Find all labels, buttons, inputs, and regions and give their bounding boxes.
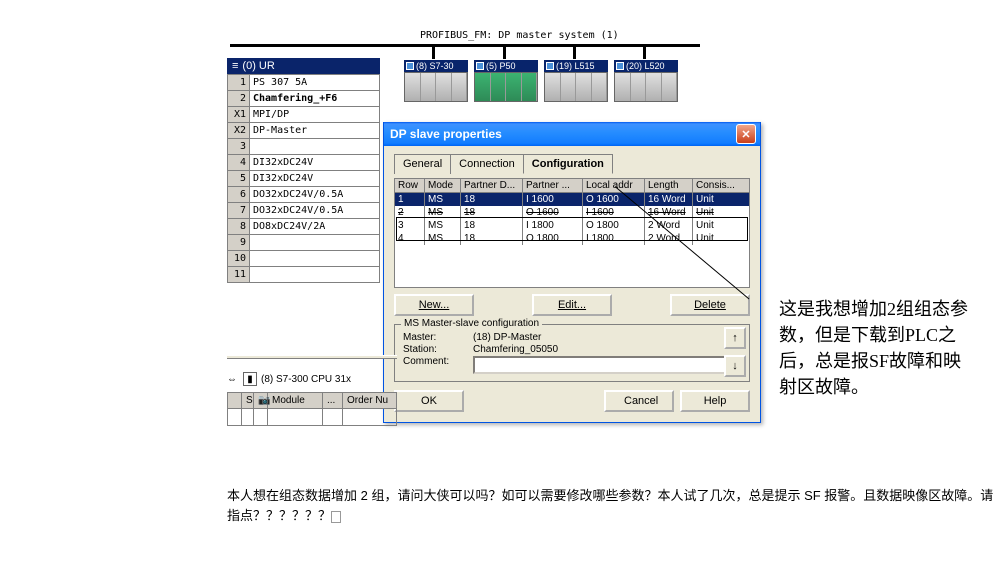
col-dots: ... <box>323 393 343 408</box>
rack-row[interactable]: X2DP-Master <box>228 123 380 139</box>
device-row: (8) S7-30(5) P50(19) L515(20) L520 <box>404 60 678 102</box>
tab-connection[interactable]: Connection <box>450 154 524 174</box>
rack-row[interactable]: X1MPI/DP <box>228 107 380 123</box>
grid-header[interactable]: Length <box>645 179 693 192</box>
bus-drop <box>432 44 435 59</box>
grid-header[interactable]: Local addr <box>583 179 645 192</box>
ms-config-group: MS Master-slave configuration Master:(18… <box>394 324 750 382</box>
grid-header[interactable]: Consis... <box>693 179 745 192</box>
bus-drop <box>503 44 506 59</box>
group-legend: MS Master-slave configuration <box>401 318 542 329</box>
config-grid[interactable]: RowModePartner D...Partner ...Local addr… <box>394 178 750 288</box>
col-slot: S <box>242 393 254 408</box>
rack-row[interactable]: 7DO32xDC24V/0.5A <box>228 203 380 219</box>
ok-button[interactable]: OK <box>394 390 464 412</box>
expand-icon[interactable]: 📷 <box>254 393 268 408</box>
grid-row[interactable]: 3MS18I 1800O 18002 WordUnit <box>395 219 749 232</box>
move-down-button[interactable]: ↓ <box>724 355 746 377</box>
delete-button[interactable]: Delete <box>670 294 750 316</box>
cancel-button[interactable]: Cancel <box>604 390 674 412</box>
master-value: (18) DP-Master <box>473 332 741 343</box>
device-icon: ▮ <box>243 372 257 386</box>
rack-row[interactable]: 6DO32xDC24V/0.5A <box>228 187 380 203</box>
dialog-titlebar[interactable]: DP slave properties ✕ <box>384 122 760 146</box>
rack-row[interactable]: 1PS 307 5A <box>228 75 380 91</box>
tab-bar: GeneralConnectionConfiguration <box>394 154 750 174</box>
rack-row[interactable]: 10 <box>228 251 380 267</box>
device-node[interactable]: (8) S7-30 <box>404 60 468 102</box>
rack-table: ≡(0) UR 1PS 307 5A2Chamfering_+F6X1MPI/D… <box>227 58 380 283</box>
lower-panel-title[interactable]: ⇔ ▮ (8) S7-300 CPU 31x <box>227 370 397 388</box>
station-label: Station: <box>403 344 473 355</box>
bus-drop <box>573 44 576 59</box>
device-node[interactable]: (19) L515 <box>544 60 608 102</box>
device-node[interactable]: (20) L520 <box>614 60 678 102</box>
rack-row[interactable]: 3 <box>228 139 380 155</box>
master-label: Master: <box>403 332 473 343</box>
dp-slave-dialog: DP slave properties ✕ GeneralConnectionC… <box>383 122 761 423</box>
bus-drop <box>643 44 646 59</box>
bus-label: PROFIBUS_FM: DP master system (1) <box>420 30 619 41</box>
rack-row[interactable]: 9 <box>228 235 380 251</box>
tab-general[interactable]: General <box>394 154 451 174</box>
new-button[interactable]: New... <box>394 294 474 316</box>
comment-input[interactable] <box>473 356 741 374</box>
edit-button[interactable]: Edit... <box>532 294 612 316</box>
tab-configuration[interactable]: Configuration <box>523 154 613 174</box>
grid-header[interactable]: Partner ... <box>523 179 583 192</box>
dialog-title: DP slave properties <box>388 127 736 141</box>
annotation-text: 这是我想增加2组组态参数，但是下载到PLC之后，总是报SF故障和映射区故障。 <box>779 296 979 400</box>
rack-title: ≡(0) UR <box>227 58 380 74</box>
station-value: Chamfering_05050 <box>473 344 741 355</box>
device-node[interactable]: (5) P50 <box>474 60 538 102</box>
rack-row[interactable]: 11 <box>228 267 380 283</box>
rack-row[interactable]: 4DI32xDC24V <box>228 155 380 171</box>
close-icon[interactable]: ✕ <box>736 124 756 144</box>
grid-row[interactable]: 2MS18O 1600I 160016 WordUnit <box>395 206 749 219</box>
bus-line <box>230 44 700 47</box>
grid-header[interactable]: Mode <box>425 179 461 192</box>
splitter[interactable] <box>227 355 397 359</box>
lower-panel: ⇔ ▮ (8) S7-300 CPU 31x S 📷 Module ... Or… <box>227 370 397 426</box>
grid-header[interactable]: Partner D... <box>461 179 523 192</box>
comment-label: Comment: <box>403 356 473 374</box>
grid-row[interactable]: 1MS18I 1600O 160016 WordUnit <box>395 193 749 206</box>
col-module: Module <box>268 393 323 408</box>
rack-row[interactable]: 2Chamfering_+F6 <box>228 91 380 107</box>
grid-row[interactable]: 4MS18O 1800I 18002 WordUnit <box>395 232 749 245</box>
grid-header[interactable]: Row <box>395 179 425 192</box>
rack-row[interactable]: 5DI32xDC24V <box>228 171 380 187</box>
col-order: Order Nu <box>343 393 396 408</box>
help-button[interactable]: Help <box>680 390 750 412</box>
rack-row[interactable]: 8DO8xDC24V/2A <box>228 219 380 235</box>
move-up-button[interactable]: ↑ <box>724 327 746 349</box>
question-text: 本人想在组态数据增加 2 组，请问大侠可以吗？如可以需要修改哪些参数？本人试了几… <box>227 486 994 526</box>
